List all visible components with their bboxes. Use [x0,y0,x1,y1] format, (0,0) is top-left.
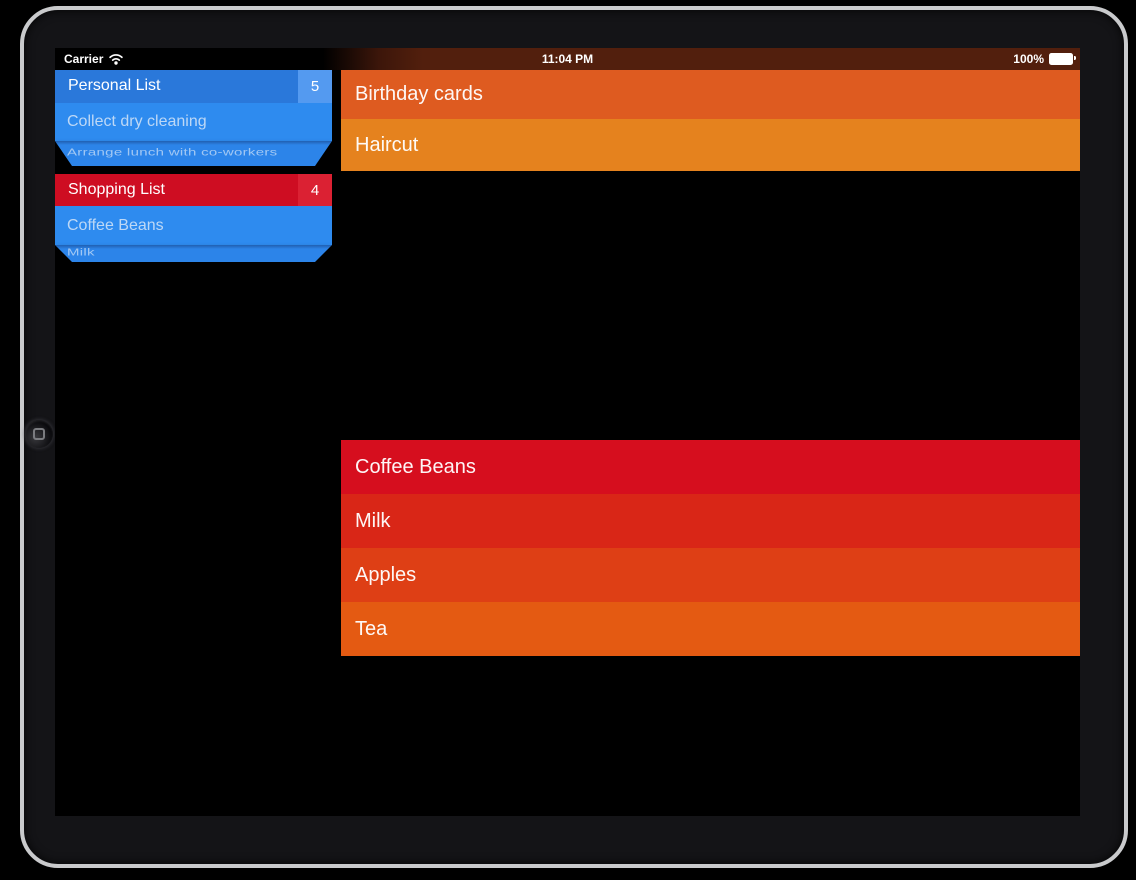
task-label: Coffee Beans [67,216,164,234]
list-title: Shopping List [68,181,165,198]
sidebar-task-folded[interactable]: Arrange lunch with co-workers [55,141,332,166]
status-bar: Carrier 11:04 PM 100% [55,48,1080,70]
task-label: Tea [355,617,388,640]
list-header-shopping[interactable]: Shopping List 4 [55,174,332,206]
task-label: Arrange lunch with co-workers [67,146,278,159]
carrier-label: Carrier [64,52,104,66]
status-bar-left: Carrier [64,48,124,70]
app-screen: Carrier 11:04 PM 100% Personal List 5 [55,48,1080,816]
status-bar-right: 100% [1013,48,1076,70]
list-title: Personal List [68,77,161,94]
status-time: 11:04 PM [541,52,594,66]
task-label: Milk [67,246,95,259]
sidebar-task-folded[interactable]: Milk [55,245,332,262]
task-label: Collect dry cleaning [67,113,207,130]
ipad-frame: Carrier 11:04 PM 100% Personal List 5 [20,6,1128,868]
battery-percent-label: 100% [1013,52,1044,66]
task-label: Coffee Beans [355,455,476,478]
task-label: Milk [355,509,391,532]
sidebar-task-folded-wrap: Arrange lunch with co-workers [55,141,332,166]
battery-icon [1049,53,1076,65]
sidebar-task[interactable]: Collect dry cleaning [55,103,332,141]
list-count-badge: 4 [298,174,332,206]
detail-task-row[interactable]: Milk [341,494,1080,548]
task-label: Haircut [355,133,419,156]
task-label: Apples [355,563,417,586]
sidebar-task-folded-wrap: Milk [55,245,332,262]
home-button-icon [33,428,45,440]
detail-task-row[interactable]: Coffee Beans [341,440,1080,494]
detail-task-row[interactable]: Apples [341,548,1080,602]
detail-task-row[interactable]: Haircut [341,119,1080,171]
wifi-icon [109,54,124,65]
home-button[interactable] [25,420,53,448]
list-count-badge: 5 [298,69,332,103]
list-header-personal[interactable]: Personal List 5 [55,69,332,103]
task-label: Birthday cards [355,83,483,105]
detail-task-row[interactable]: Birthday cards [341,70,1080,119]
sidebar-task[interactable]: Coffee Beans [55,206,332,245]
detail-task-row[interactable]: Tea [341,602,1080,656]
